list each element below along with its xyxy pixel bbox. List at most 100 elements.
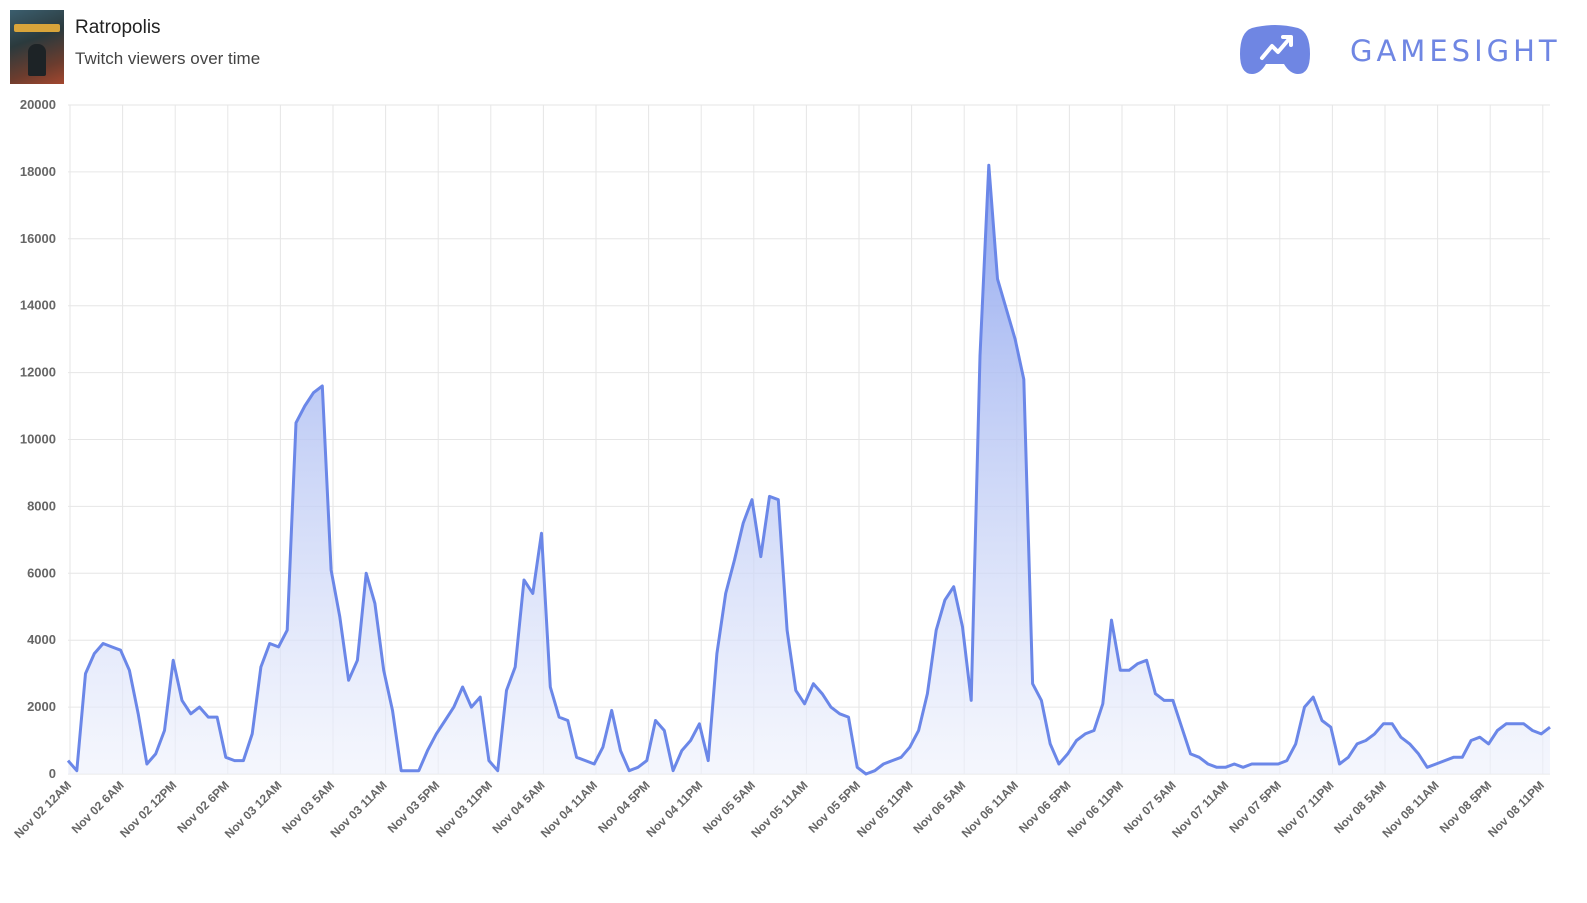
data-point: [470, 706, 472, 708]
data-point: [444, 719, 446, 721]
data-point: [1461, 756, 1463, 758]
data-point: [1031, 683, 1033, 685]
y-tick-label: 0: [49, 766, 56, 781]
data-point: [567, 719, 569, 721]
data-point: [1426, 766, 1428, 768]
data-point: [961, 626, 963, 628]
data-point: [1531, 729, 1533, 731]
data-point: [312, 392, 314, 394]
data-point: [356, 659, 358, 661]
x-tick-label: Nov 06 5PM: [1016, 778, 1074, 836]
data-point: [137, 713, 139, 715]
game-cover-image: [10, 10, 64, 84]
x-tick-label: Nov 03 11AM: [327, 778, 389, 840]
data-point: [1093, 729, 1095, 731]
data-point: [207, 716, 209, 718]
data-point: [847, 716, 849, 718]
data-point: [119, 649, 121, 651]
data-point: [1075, 739, 1077, 741]
viewers-area-fill: [68, 165, 1550, 774]
x-tick-label: Nov 05 11PM: [854, 778, 916, 840]
brand-name: GAMESIGHT: [1350, 34, 1561, 68]
y-tick-label: 16000: [20, 231, 56, 246]
data-point: [93, 652, 95, 654]
data-point: [216, 716, 218, 718]
data-point: [426, 749, 428, 751]
gamesight-brand[interactable]: GAMESIGHT: [1238, 22, 1558, 78]
data-point: [453, 706, 455, 708]
data-point: [1216, 766, 1218, 768]
x-tick-label: Nov 05 5AM: [700, 778, 758, 836]
x-tick-label: Nov 03 5PM: [385, 778, 443, 836]
data-point: [988, 164, 990, 166]
data-point: [269, 642, 271, 644]
data-point: [383, 669, 385, 671]
data-point: [558, 716, 560, 718]
data-point: [768, 495, 770, 497]
data-point: [374, 602, 376, 604]
data-point: [795, 689, 797, 691]
data-point: [646, 759, 648, 761]
data-point: [84, 672, 86, 674]
data-point: [777, 499, 779, 501]
y-tick-label: 2000: [27, 699, 56, 714]
data-point: [1549, 726, 1551, 728]
data-point: [1102, 703, 1104, 705]
data-point: [917, 729, 919, 731]
x-tick-label: Nov 07 11AM: [1169, 778, 1231, 840]
data-point: [698, 723, 700, 725]
data-point: [330, 569, 332, 571]
x-tick-label: Nov 03 5AM: [279, 778, 337, 836]
y-tick-label: 20000: [20, 97, 56, 112]
data-point: [1181, 726, 1183, 728]
data-point: [1373, 733, 1375, 735]
x-tick-label: Nov 08 11PM: [1485, 778, 1547, 840]
x-tick-label: Nov 06 11AM: [959, 778, 1021, 840]
data-point: [277, 646, 279, 648]
data-point: [654, 719, 656, 721]
x-tick-label: Nov 04 11AM: [538, 778, 600, 840]
data-point: [1268, 763, 1270, 765]
data-point: [1286, 759, 1288, 761]
data-point: [347, 679, 349, 681]
viewers-area-chart: 0 2000 4000 6000 8000 10000 12000 14000 16000 180…: [11, 97, 1551, 841]
x-tick-label: Nov 03 11PM: [433, 778, 495, 840]
data-point: [900, 756, 902, 758]
data-point: [1487, 743, 1489, 745]
data-point: [672, 770, 674, 772]
data-point: [1119, 669, 1121, 671]
data-point: [1444, 759, 1446, 761]
data-point: [979, 355, 981, 357]
data-point: [1505, 723, 1507, 725]
data-point: [435, 733, 437, 735]
game-title: Ratropolis: [75, 17, 161, 38]
data-point: [628, 770, 630, 772]
data-point: [1295, 743, 1297, 745]
data-point: [891, 759, 893, 761]
data-point: [584, 759, 586, 761]
data-point: [909, 746, 911, 748]
data-point: [681, 749, 683, 751]
data-point: [1312, 696, 1314, 698]
y-tick-label: 6000: [27, 565, 56, 580]
data-point: [953, 586, 955, 588]
data-point: [409, 770, 411, 772]
data-point: [996, 278, 998, 280]
data-point: [1128, 669, 1130, 671]
data-point: [497, 770, 499, 772]
data-point: [532, 592, 534, 594]
chart-header: Ratropolis Twitch viewers over time GAME…: [0, 0, 1587, 95]
data-point: [128, 669, 130, 671]
data-point: [689, 739, 691, 741]
data-point: [1338, 763, 1340, 765]
data-point: [882, 763, 884, 765]
data-point: [1040, 699, 1042, 701]
data-point: [251, 733, 253, 735]
data-point: [970, 699, 972, 701]
x-tick-label: Nov 08 5PM: [1437, 778, 1495, 836]
data-point: [575, 756, 577, 758]
data-point: [1540, 733, 1542, 735]
y-tick-label: 4000: [27, 632, 56, 647]
data-point: [856, 766, 858, 768]
x-tick-label: Nov 08 5AM: [1331, 778, 1389, 836]
